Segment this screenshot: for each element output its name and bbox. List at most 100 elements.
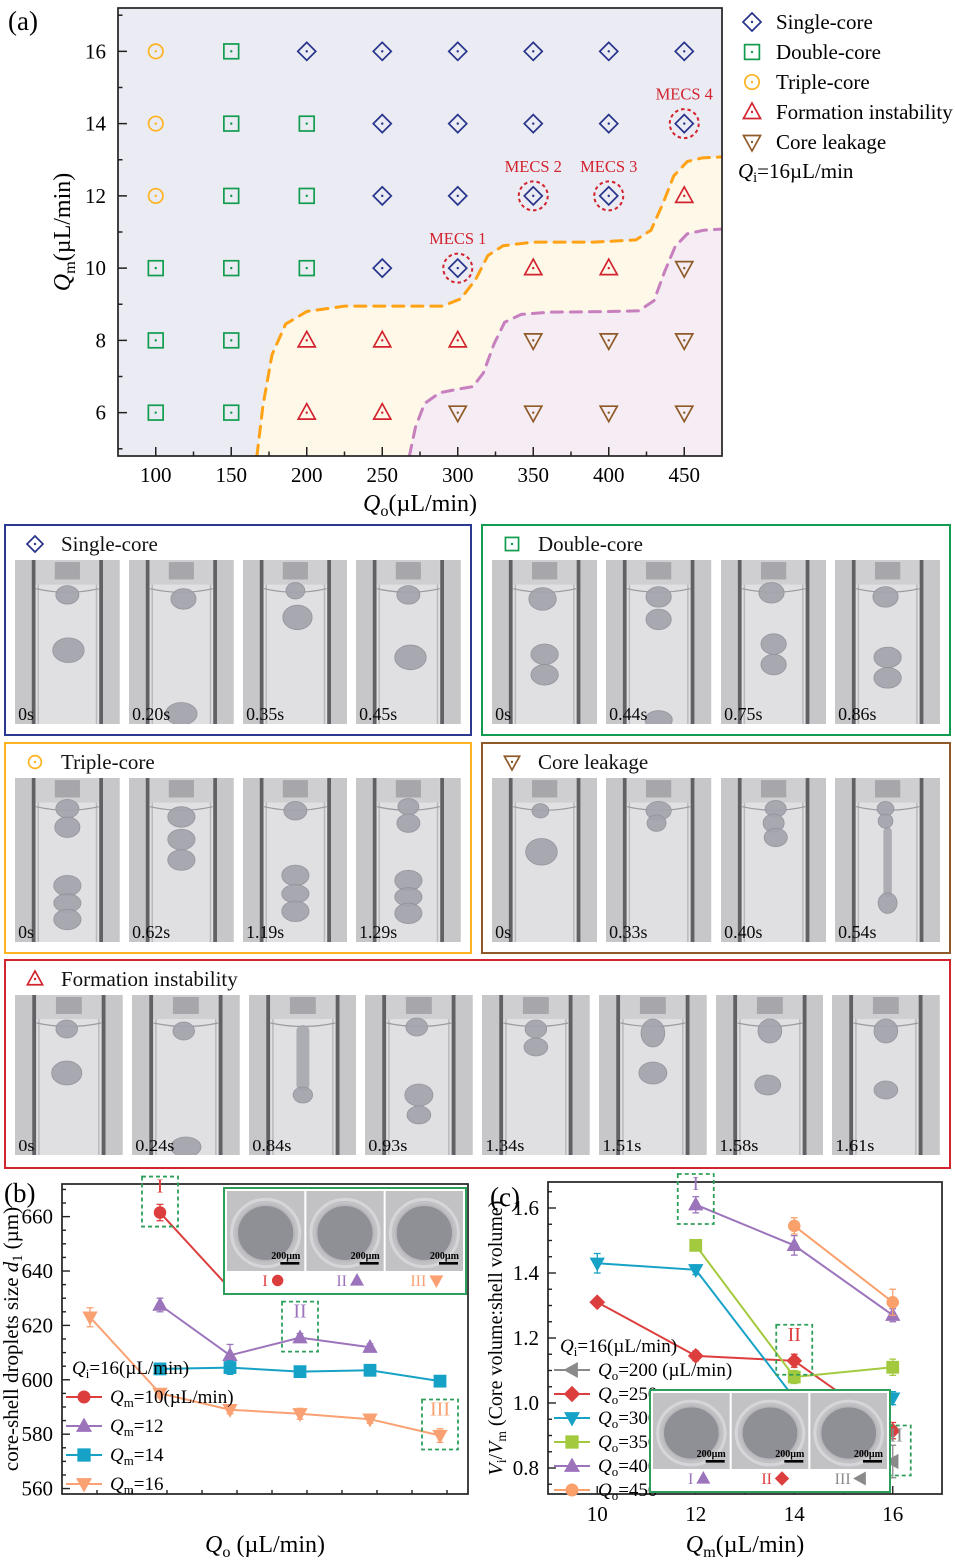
formation-instability-timestamp: 0.93s (368, 1136, 407, 1155)
formation-instability-frame: 0.84s (248, 995, 357, 1155)
double-core-frame: 0.44s (606, 560, 712, 724)
formation-instability-timestamp: 1.51s (602, 1136, 641, 1155)
svg-text:640: 640 (22, 1259, 54, 1283)
formation-instability-frame-image: 1.61s (832, 995, 940, 1155)
single-core-timestamp: 0.45s (359, 704, 397, 724)
svg-text:Qi=16µL/min: Qi=16µL/min (738, 159, 854, 186)
svg-text:Qm=16: Qm=16 (110, 1474, 163, 1497)
double-core-marker-icon (502, 534, 522, 554)
svg-text:III: III (835, 1471, 851, 1488)
core-leakage-frame-image: 0.40s (720, 778, 826, 942)
core-leakage-marker-icon (502, 752, 522, 772)
single-core-frame: 0.20s (128, 560, 234, 724)
volume-ratio-series (589, 1195, 901, 1479)
phase-diagram-chart: MECS 1 MECS 2 MECS 3 MECS 4 100 150 200 250 300 3… (50, 7, 953, 520)
svg-text:core-shell droplets size d1 (µ: core-shell droplets size d1 (µm) (2, 1207, 26, 1471)
formation-instability-frame: 1.34s (482, 995, 590, 1155)
panel-b-letter: (b) (4, 1178, 36, 1208)
formation-instability-frames: 0s 0.24s 0.84s 0.93s 1.34s 1.51s 1.58s 1.61s (15, 995, 940, 1155)
core-leakage-timestamp: 0.40s (724, 922, 762, 942)
single-core-frame: 0.45s (356, 560, 461, 724)
svg-text:16: 16 (882, 1502, 903, 1526)
single-core-frame: 0.35s (242, 560, 348, 724)
formation-instability-timestamp: 0.24s (135, 1136, 174, 1155)
triple-core-frame: 1.19s (242, 778, 348, 942)
core-leakage-frame: 0.40s (720, 778, 826, 942)
core-leakage-timestamp: 0s (495, 922, 511, 942)
svg-text:II: II (293, 1301, 306, 1323)
double-core-frame-image: 0s (492, 560, 598, 724)
svg-text:Formation instability: Formation instability (776, 100, 953, 124)
double-core-header: Double-core (502, 530, 940, 558)
core-leakage-timestamp: 0.33s (609, 922, 647, 942)
svg-text:14: 14 (784, 1502, 806, 1526)
svg-text:300: 300 (442, 463, 474, 487)
formation-instability-frame-image: 1.51s (598, 995, 707, 1155)
svg-text:16: 16 (85, 39, 106, 63)
triple-core-title: Triple-core (61, 749, 155, 774)
double-core-timestamp: 0.44s (609, 704, 647, 724)
single-core-timestamp: 0.20s (132, 704, 170, 724)
svg-text:6: 6 (96, 401, 107, 425)
formation-instability-timestamp: 0.84s (252, 1136, 291, 1155)
single-core-header: Single-core (25, 530, 461, 558)
droplet-size-series (82, 1203, 448, 1444)
formation-instability-frame-image: 1.58s (715, 995, 824, 1155)
svg-text:MECS 3: MECS 3 (580, 157, 637, 176)
phase-markers (147, 41, 695, 424)
formation-instability-frame: 1.61s (832, 995, 940, 1155)
core-leakage-title: Core leakage (538, 749, 649, 774)
formation-instability-frame: 1.51s (598, 995, 707, 1155)
formation-instability-frame-image: 1.34s (482, 995, 590, 1155)
formation-instability-frame-image: 0.84s (248, 995, 357, 1155)
svg-text:200µm: 200µm (351, 1251, 381, 1262)
phase-diagram-panel: MECS 1 MECS 2 MECS 3 MECS 4 100 150 200 250 300 3… (0, 0, 955, 520)
triple-core-frame-image: 0.62s (128, 778, 234, 942)
single-core-marker-glyph (25, 534, 45, 554)
svg-text:14: 14 (85, 112, 107, 136)
formation-instability-frame: 0s (15, 995, 123, 1155)
svg-text:200µm: 200µm (775, 1449, 805, 1460)
formation-instability-timestamp: 1.34s (485, 1136, 524, 1155)
triple-core-marker-glyph (27, 754, 43, 770)
core-leakage-frame-image: 0.54s (834, 778, 940, 942)
core-leakage-frame-image: 0.33s (606, 778, 712, 942)
panel-c-letter: (c) (490, 1182, 520, 1212)
svg-text:200µm: 200µm (854, 1449, 884, 1460)
formation-instability-title: Formation instability (61, 966, 238, 991)
single-core-frame-image: 0s (15, 560, 120, 724)
svg-text:II: II (788, 1324, 801, 1346)
core-leakage-timestamp: 0.54s (838, 922, 876, 942)
core-leakage-frames: 0s 0.33s 0.40s 0.54s (492, 778, 940, 942)
core-leakage-marker-glyph (502, 755, 522, 772)
panel-a-letter: (a) (8, 6, 38, 36)
formation-instability-frame: 0.93s (365, 995, 473, 1155)
svg-text:1.0: 1.0 (513, 1391, 539, 1415)
triple-core-frame-image: 0s (15, 778, 120, 942)
triple-core-marker-icon (25, 752, 45, 772)
svg-text:III: III (430, 1399, 450, 1421)
single-core-frame-image: 0.45s (356, 560, 461, 724)
phase-regions (118, 8, 722, 456)
svg-text:0.8: 0.8 (513, 1456, 539, 1480)
svg-text:150: 150 (216, 463, 248, 487)
svg-text:Core leakage: Core leakage (776, 130, 886, 154)
svg-text:350: 350 (518, 463, 550, 487)
svg-text:Qo=400: Qo=400 (598, 1456, 657, 1479)
svg-text:Qo (µL/min): Qo (µL/min) (205, 1532, 325, 1561)
svg-text:10: 10 (85, 256, 106, 280)
svg-text:Qo=200 (µL/min): Qo=200 (µL/min) (598, 1360, 732, 1383)
svg-text:II: II (336, 1273, 347, 1290)
svg-text:I: I (157, 1176, 164, 1198)
droplet-size-legend: Qi=16(µL/min) Qm=10(µL/min) Qm=12 Qm=14 Qm=1… (66, 1358, 234, 1497)
core-leakage-frame: 0.33s (606, 778, 712, 942)
svg-text:MECS 2: MECS 2 (505, 157, 562, 176)
svg-text:Vi/Vm (Core volume:shell volum: Vi/Vm (Core volume:shell volume) (485, 1201, 509, 1476)
svg-text:MECS 1: MECS 1 (429, 229, 486, 248)
formation-instability-frame-image: 0s (15, 995, 123, 1155)
droplet-size-chart: 560 580 600 620 640 660 Qo (µL/min) core-shell … (0, 1176, 469, 1561)
formation-instability-frame: 0.24s (131, 995, 240, 1155)
double-core-title: Double-core (538, 531, 643, 556)
svg-text:580: 580 (22, 1422, 54, 1446)
triple-core-frame: 1.29s (356, 778, 461, 942)
